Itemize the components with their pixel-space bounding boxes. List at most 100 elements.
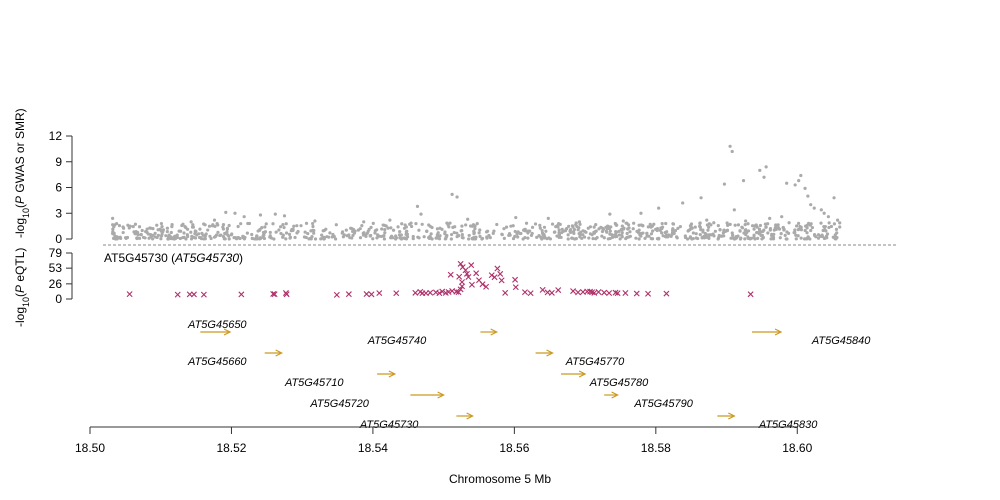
gwas-point bbox=[797, 179, 801, 183]
gwas-background-point bbox=[586, 226, 590, 230]
eqtl-point bbox=[465, 274, 472, 280]
gwas-background-point bbox=[325, 235, 329, 239]
eqtl-point bbox=[439, 288, 446, 295]
gwas-background-point bbox=[591, 236, 595, 241]
gwas-background-point bbox=[225, 230, 229, 234]
eqtl-point bbox=[512, 276, 519, 283]
gwas-point bbox=[111, 216, 115, 220]
gwas-background-point bbox=[540, 237, 544, 241]
gwas-background-point bbox=[437, 237, 442, 241]
gwas-background-point bbox=[557, 228, 561, 232]
gwas-background-point bbox=[588, 232, 592, 236]
gwas-point bbox=[799, 173, 803, 178]
gwas-background-point bbox=[578, 235, 582, 239]
gwas-background-point bbox=[127, 226, 131, 230]
gwas-background-point bbox=[311, 224, 315, 229]
eqtl-point bbox=[548, 289, 555, 296]
gwas-background-point bbox=[643, 236, 647, 240]
gwas-point bbox=[681, 201, 685, 205]
eqtl-point bbox=[498, 277, 505, 284]
gwas-background-point bbox=[281, 235, 285, 239]
gwas-background-point bbox=[449, 232, 454, 237]
gene-arrow-head bbox=[546, 349, 554, 357]
gwas-background-point bbox=[783, 233, 787, 237]
gwas-background-point bbox=[464, 223, 468, 227]
x-tick-label: 18.54 bbox=[358, 441, 388, 455]
gwas-point bbox=[657, 206, 661, 210]
gwas-background-point bbox=[417, 228, 421, 232]
eqtl-point bbox=[512, 284, 519, 291]
gwas-background-point bbox=[722, 234, 726, 238]
eqtl-point bbox=[747, 291, 754, 298]
gwas-background-point bbox=[646, 225, 650, 229]
eqtl-point bbox=[555, 287, 562, 294]
gwas-background-point bbox=[733, 223, 737, 227]
gwas-point bbox=[233, 211, 237, 215]
gwas-background-point bbox=[362, 231, 366, 235]
gwas-point bbox=[159, 221, 164, 226]
gwas-background-point bbox=[655, 226, 660, 231]
gwas-background-point bbox=[203, 223, 207, 227]
gwas-background-point bbox=[232, 236, 236, 240]
gwas-point bbox=[313, 219, 317, 223]
gene-arrow-head bbox=[490, 328, 499, 336]
gwas-background-point bbox=[746, 222, 750, 226]
gwas-background-point bbox=[778, 236, 782, 240]
gwas-background-point bbox=[307, 237, 311, 241]
gwas-background-point bbox=[312, 231, 316, 235]
gwas-background-point bbox=[628, 230, 632, 234]
gwas-background-point bbox=[694, 236, 698, 240]
gwas-background-point bbox=[794, 233, 798, 237]
gwas-background-point bbox=[834, 237, 838, 241]
gwas-background-point bbox=[648, 222, 652, 226]
gwas-point bbox=[639, 211, 643, 215]
gwas-background-point bbox=[430, 225, 434, 230]
gwas-background-point bbox=[212, 235, 217, 239]
gwas-background-point bbox=[428, 234, 432, 239]
gwas-background-point bbox=[284, 222, 288, 226]
gwas-background-point bbox=[477, 231, 481, 235]
gwas-background-point bbox=[516, 230, 520, 234]
gwas-background-point bbox=[529, 233, 534, 237]
gwas-background-point bbox=[608, 229, 612, 233]
gwas-background-point bbox=[578, 222, 582, 226]
gwas-y-tick-label: 6 bbox=[55, 181, 62, 195]
eqtl-point bbox=[333, 291, 340, 298]
gwas-y-tick-label: 12 bbox=[49, 129, 63, 143]
gwas-background-point bbox=[823, 227, 827, 232]
gwas-background-point bbox=[455, 231, 459, 235]
gwas-background-point bbox=[522, 228, 526, 232]
probe-label-close: ) bbox=[239, 251, 243, 265]
gwas-point bbox=[832, 196, 836, 200]
gwas-point bbox=[273, 212, 277, 216]
gwas-background-point bbox=[582, 235, 587, 239]
gwas-background-point bbox=[757, 227, 762, 231]
gwas-background-point bbox=[324, 227, 328, 231]
gwas-background-point bbox=[511, 236, 516, 241]
gwas-background-point bbox=[206, 228, 210, 232]
gwas-background-point bbox=[795, 224, 799, 228]
gwas-background-point bbox=[111, 227, 115, 231]
gwas-background-point bbox=[781, 226, 785, 230]
gwas-background-point bbox=[169, 236, 174, 240]
gwas-background-point bbox=[321, 229, 325, 233]
gwas-background-point bbox=[229, 233, 234, 237]
gwas-background-point bbox=[470, 224, 474, 228]
gwas-background-point bbox=[467, 237, 471, 241]
gwas-background-point bbox=[694, 232, 698, 236]
gwas-background-point bbox=[698, 221, 702, 225]
gwas-background-point bbox=[193, 229, 197, 233]
gwas-background-point bbox=[647, 234, 651, 238]
gwas-background-point bbox=[288, 236, 292, 240]
gwas-point bbox=[466, 217, 470, 221]
gwas-background-point bbox=[159, 237, 163, 241]
eqtl-point bbox=[345, 291, 352, 298]
gwas-background-point bbox=[664, 221, 668, 226]
gwas-background-point bbox=[281, 223, 285, 227]
gwas-point bbox=[546, 216, 550, 220]
gwas-background-point bbox=[533, 222, 538, 226]
gwas-background-point bbox=[190, 234, 194, 238]
gwas-background-point bbox=[504, 225, 509, 229]
gwas-background-point bbox=[604, 229, 608, 233]
gwas-background-point bbox=[838, 221, 842, 225]
